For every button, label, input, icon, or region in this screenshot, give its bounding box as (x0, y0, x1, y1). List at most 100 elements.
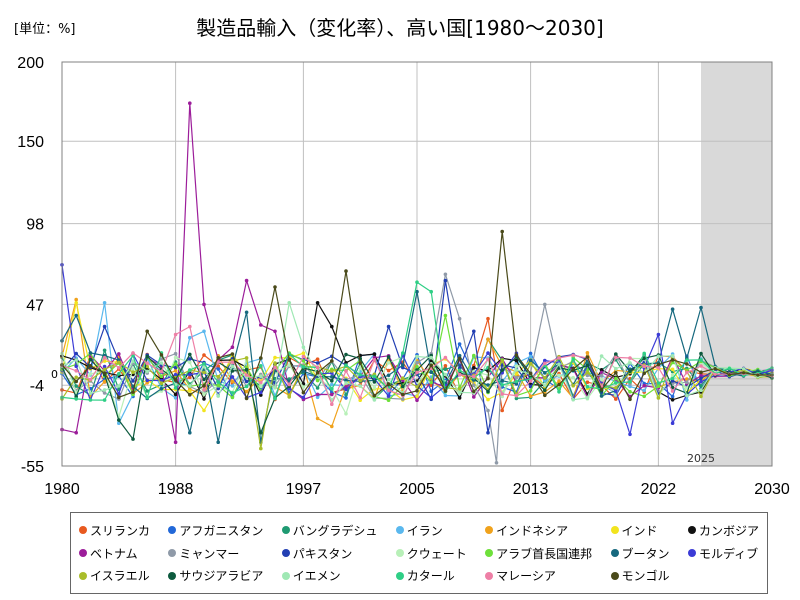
legend-marker (485, 549, 494, 557)
data-point (173, 355, 178, 360)
data-point (457, 372, 462, 377)
data-point (88, 377, 93, 382)
data-point (301, 365, 306, 369)
data-point (173, 365, 178, 370)
data-point (699, 364, 703, 368)
data-point (742, 371, 746, 375)
data-point (670, 394, 675, 399)
legend-marker (610, 549, 619, 557)
data-point (259, 364, 263, 368)
legend-item: マレーシア (485, 567, 592, 584)
legend-label: アフガニスタン (179, 523, 264, 538)
data-point (514, 368, 519, 372)
data-point (216, 386, 220, 391)
data-point (315, 416, 320, 421)
data-point (401, 363, 405, 368)
data-point (188, 368, 192, 372)
data-point (74, 351, 78, 356)
data-point (358, 366, 363, 370)
data-point (159, 353, 164, 357)
legend-label: モンゴル (621, 569, 670, 584)
data-point (429, 395, 434, 400)
data-point (585, 363, 590, 368)
data-point (202, 361, 206, 366)
data-point (415, 370, 419, 375)
data-point (528, 371, 533, 376)
data-point (628, 356, 632, 360)
data-point (486, 337, 490, 342)
data-point (145, 361, 149, 366)
data-point (315, 357, 320, 362)
data-point (188, 101, 192, 105)
data-point (670, 389, 675, 393)
data-point (472, 389, 476, 394)
data-point (102, 359, 107, 363)
legend-marker (395, 549, 404, 557)
data-point (415, 289, 419, 294)
legend-item: イエメン (281, 567, 378, 584)
data-point (585, 370, 590, 375)
data-point (117, 395, 121, 400)
data-point (514, 358, 519, 363)
legend: スリランカ アフガニスタン バングラデシュ イラン インドネシア インド カンボジア ベトナム… (70, 512, 768, 594)
data-point (514, 372, 519, 376)
legend-label: カタール (406, 569, 455, 584)
legend-marker (687, 526, 696, 535)
data-point (543, 376, 547, 380)
data-point (543, 378, 547, 383)
data-point (457, 353, 462, 358)
data-point (543, 383, 547, 388)
data-point (500, 378, 505, 383)
data-point (202, 302, 206, 307)
data-point (528, 394, 533, 399)
data-point (500, 229, 505, 234)
data-point (344, 392, 348, 397)
legend-item: イラン (395, 522, 467, 539)
data-point (131, 437, 135, 441)
legend-marker (281, 571, 290, 580)
legend-label: カンボジア (698, 523, 759, 538)
x-axis-ticks: 1980 1988 1997 2005 2013 2022 2030 (44, 481, 790, 498)
plot-frame (61, 61, 773, 467)
legend-label: ミャンマー (179, 546, 240, 561)
data-point (74, 430, 78, 435)
data-point (699, 358, 703, 362)
data-point (614, 386, 618, 390)
data-point (102, 348, 107, 353)
data-point (188, 372, 192, 377)
data-point (230, 379, 235, 384)
legend-item: ベトナム (79, 545, 150, 562)
data-point (599, 377, 604, 382)
data-point (443, 372, 448, 377)
data-point (188, 357, 192, 361)
x-tick-label: 2030 (754, 481, 790, 498)
data-point (344, 363, 348, 368)
data-point (585, 380, 590, 385)
data-point (102, 379, 107, 384)
data-point (401, 392, 405, 397)
data-point (514, 353, 519, 357)
legend-label: マレーシア (496, 569, 556, 584)
data-point (74, 313, 78, 318)
data-point (614, 355, 618, 360)
data-point (358, 361, 363, 365)
data-point (642, 383, 646, 388)
data-point (216, 356, 220, 360)
data-point (102, 388, 107, 392)
data-point (74, 379, 78, 384)
data-point (358, 378, 363, 383)
data-point (88, 351, 93, 355)
x-tick-label: 1980 (44, 481, 80, 498)
data-point (486, 376, 490, 381)
legend-marker (610, 571, 619, 580)
data-point (202, 397, 206, 401)
data-point (315, 378, 320, 383)
data-point (287, 382, 292, 387)
data-point (713, 372, 717, 376)
x-tick-label: 2022 (641, 481, 677, 498)
data-point (301, 351, 306, 356)
data-point (188, 389, 192, 393)
data-point (117, 352, 121, 356)
data-point (259, 390, 263, 395)
data-point (287, 358, 292, 362)
